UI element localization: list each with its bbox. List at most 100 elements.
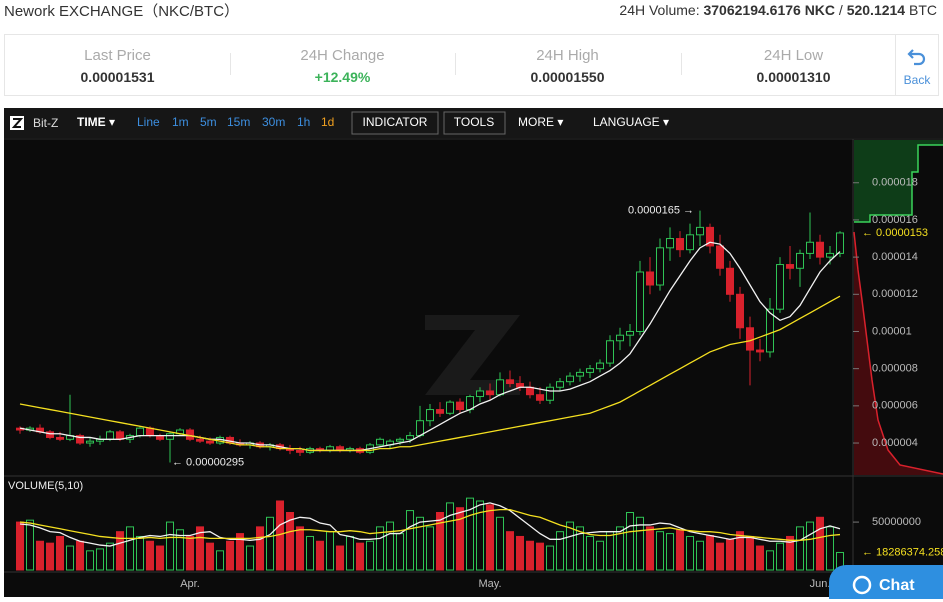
candle-body [616,334,624,342]
interval[interactable]: 5m [200,115,217,129]
tools-label: TOOLS [454,115,494,129]
volume-bar [596,540,604,571]
stat-label: 24H Change [300,47,385,64]
x-tick-label: Jun. [810,578,831,590]
candle-body [816,241,824,258]
volume-bar [666,533,674,571]
more-menu[interactable]: MORE ▾ [518,115,563,129]
volume-bar [576,526,584,571]
volume-bar [406,510,414,571]
x-tick-label: Apr. [180,578,200,590]
interval[interactable]: 15m [227,115,250,129]
candle-body [536,394,544,401]
volume-bar [796,526,804,571]
candle-body [686,234,694,251]
candle-body [76,435,84,444]
stat: 24H Low 0.00001310 [681,35,906,95]
stat-value: 0.00001310 [756,69,831,85]
candle-body [106,431,114,440]
volume-bar [786,535,794,571]
candle-body [556,381,564,388]
candle-body [626,330,634,336]
volume-bar [586,535,594,571]
volume-bar [96,548,104,571]
page-title: Nework EXCHANGE（NKC/BTC） [4,3,240,20]
candle-body [436,409,444,414]
candle-body [196,438,204,442]
volume-bar [136,535,144,571]
interval[interactable]: 1d [321,115,334,129]
time-menu[interactable]: TIME ▾ [77,115,115,129]
candle-body [646,271,654,286]
back-icon [907,49,926,66]
back-button[interactable]: Back [895,35,938,95]
volume-summary: 24H Volume: 37062194.6176 NKC / 520.1214… [619,2,937,18]
candle-body [166,433,174,440]
language-menu[interactable]: LANGUAGE ▾ [593,115,669,129]
volume-bar [766,550,774,571]
candle-body [426,409,434,422]
chat-button[interactable]: Chat [829,565,943,599]
interval[interactable]: 1m [172,115,189,129]
volume-bar [566,521,574,571]
volume-bar [706,535,714,571]
volume-bar [266,516,274,571]
candle-body [636,271,644,332]
volume-bar [246,545,254,571]
volume-bar [456,507,464,571]
candle-body [766,308,774,353]
volume-bar [346,535,354,571]
max-label: 0.0000165 → [628,205,694,217]
depth-asks-line [853,231,943,475]
candle-body [406,435,414,440]
volume-bar [466,497,474,571]
candle-body [776,264,784,310]
volume-bar [436,512,444,571]
candle-body [576,371,584,377]
indicator-button[interactable] [351,111,439,135]
volume-bar [26,519,34,571]
interval[interactable]: 1h [297,115,310,129]
interval[interactable]: Line [137,115,160,129]
volume-bar [386,521,394,571]
chart: Bit-Z TIME ▾ Line 1m 5m 15m 30m 1h 1d IN… [4,108,943,590]
volume-bar [166,521,174,571]
volume-bar [306,535,314,571]
volume-bar [216,550,224,571]
ma-line [19,502,841,547]
candle-body [736,293,744,329]
volume-bar [196,526,204,571]
volume-bar [76,540,84,571]
volume-bar [56,535,64,571]
candle-body [506,379,514,385]
volume-bar [656,531,664,571]
volume-bar [476,500,484,571]
candle-body [86,440,94,444]
volume-bar [686,535,694,571]
volume-bar [396,533,404,571]
candle-body [296,449,304,453]
ma-line [19,508,841,541]
volume-bar [626,512,634,571]
candle-body [476,390,484,398]
volume-bar [746,535,754,571]
y-tick-label: 0.000016 [872,214,918,226]
tools-button[interactable] [443,111,506,135]
interval[interactable]: 30m [262,115,285,129]
candle-body [456,401,464,411]
volume-bar [526,540,534,571]
volume-bar [486,504,494,571]
x-tick-label: May. [478,578,501,590]
stat: Last Price 0.00001531 [5,35,230,95]
volume-bar [376,526,384,571]
divider [230,53,231,75]
stat-value: 0.00001550 [530,69,605,85]
candle-body [46,431,54,438]
candle-body [376,438,384,446]
min-label: ← 0.00000295 [172,456,244,468]
volume-bar [206,542,214,571]
volume-bar [716,542,724,571]
y-tick-label: 0.00001 [872,325,912,337]
candle-body [656,247,664,286]
